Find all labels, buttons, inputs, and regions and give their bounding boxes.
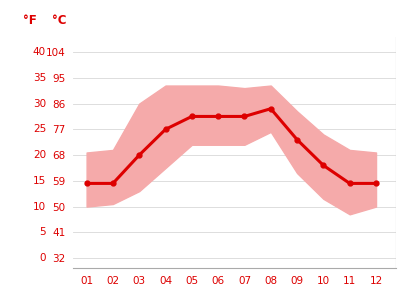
Text: °F: °F xyxy=(24,14,37,27)
Text: 25: 25 xyxy=(33,124,46,134)
Text: °C: °C xyxy=(53,14,67,27)
Text: 10: 10 xyxy=(33,202,46,212)
Text: 20: 20 xyxy=(33,150,46,160)
Text: 15: 15 xyxy=(33,176,46,186)
Text: 35: 35 xyxy=(33,73,46,83)
Text: 30: 30 xyxy=(33,99,46,109)
Text: 40: 40 xyxy=(33,47,46,57)
Text: 0: 0 xyxy=(40,253,46,263)
Text: 5: 5 xyxy=(40,227,46,237)
